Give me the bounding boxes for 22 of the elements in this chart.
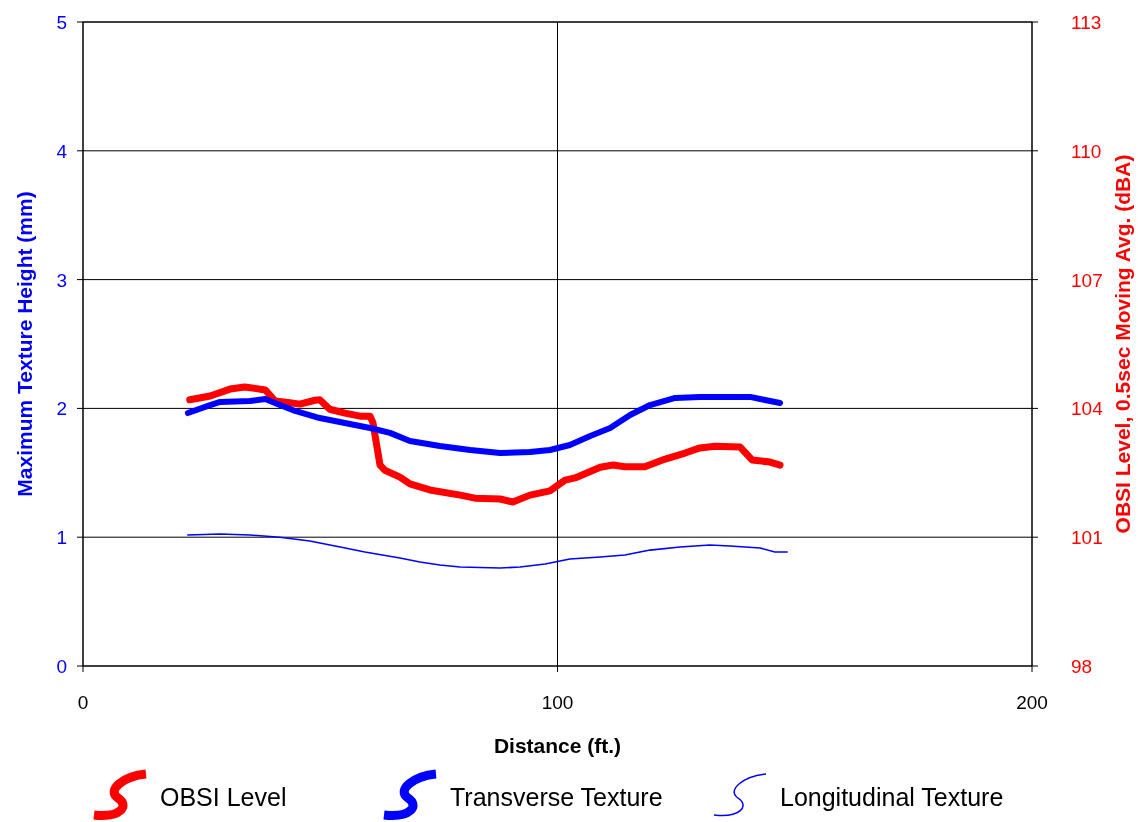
y2-tick-label: 107 (1071, 269, 1103, 291)
line-series (187, 533, 788, 569)
y-tick-label: 2 (56, 398, 67, 420)
y-tick-label: 1 (56, 527, 67, 549)
x-tick-label: 0 (77, 692, 89, 713)
x-tick-label: 100 (541, 692, 574, 713)
x-tick-label: 200 (1016, 692, 1048, 713)
y-tick-label: 4 (56, 140, 68, 162)
y2-axis-title: OBSI Level, 0.5sec Moving Avg. (dBA) (1111, 154, 1134, 534)
y2-tick-label: 104 (1071, 398, 1104, 420)
y2-tick-label: 101 (1071, 527, 1103, 549)
y2-tick-label: 110 (1071, 140, 1102, 162)
legend-label: OBSI Level (160, 783, 287, 811)
y-tick-label: 0 (56, 656, 67, 677)
y2-tick-label: 98 (1071, 656, 1093, 677)
y2-tick-label: 113 (1071, 12, 1102, 33)
legend-label: Longitudinal Texture (780, 783, 1004, 811)
y-tick-label: 3 (56, 269, 67, 291)
legend-label: Transverse Texture (450, 783, 663, 811)
x-axis-title: Distance (ft.) (493, 734, 622, 757)
y-axis-title: Maximum Texture Height (mm) (13, 191, 36, 497)
y-tick-label: 5 (56, 12, 67, 33)
